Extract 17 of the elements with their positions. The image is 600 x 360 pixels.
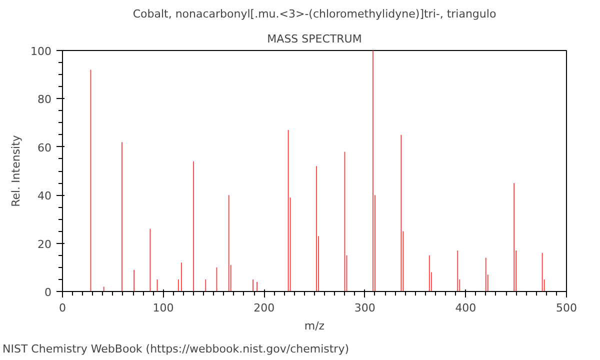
x-axis-title: m/z: [304, 320, 325, 332]
y-tick-label: 80: [38, 93, 52, 106]
text: NIST Chemistry WebBook (https://webbook.nist.gov/chemistry): [2, 342, 349, 356]
x-tick-label: 500: [556, 302, 577, 314]
chart-title: Cobalt, nonacarbonyl[.mu.<3>-(chloromethylidyne)]tri-, triangulo: [132, 8, 496, 20]
y-tick-label: 100: [30, 45, 52, 58]
y-tick-label: 40: [38, 190, 52, 203]
y-tick-label: 0: [44, 286, 52, 299]
x-tick-label: 300: [354, 302, 376, 314]
x-tick-label: 0: [59, 302, 66, 314]
y-tick-label: 60: [38, 141, 52, 154]
y-tick-label: 20: [38, 238, 52, 251]
y-axis-title: Rel. Intensity: [10, 134, 23, 207]
x-tick-label: 400: [455, 302, 476, 314]
x-tick-label: 100: [152, 302, 174, 314]
x-tick-label: 200: [254, 302, 275, 314]
chart-subtitle: MASS SPECTRUM: [267, 32, 362, 46]
